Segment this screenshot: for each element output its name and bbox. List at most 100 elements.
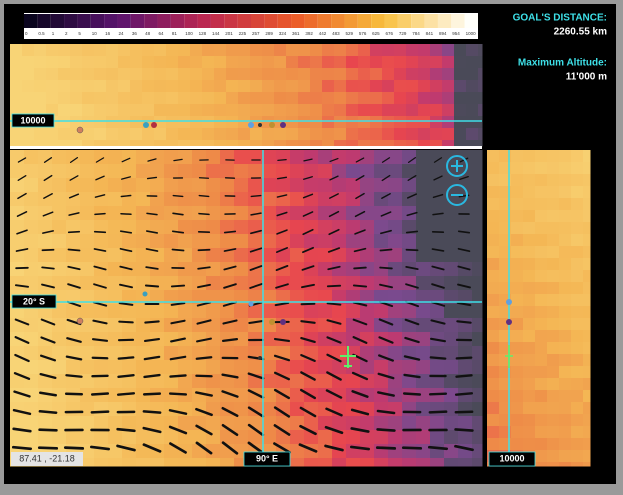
wind-arrow — [324, 425, 344, 435]
heat-cell — [487, 438, 500, 451]
wind-arrow — [42, 211, 54, 217]
heat-cell — [192, 290, 207, 305]
heat-cell — [360, 262, 375, 277]
heat-cell — [360, 192, 375, 207]
heat-cell — [22, 56, 35, 69]
heat-cell — [318, 402, 333, 417]
wind-arrow — [143, 337, 161, 343]
heat-cell — [166, 140, 179, 147]
marker — [506, 299, 512, 305]
heat-cell — [346, 248, 361, 263]
heat-cell — [52, 178, 67, 193]
heat-cell — [262, 104, 275, 117]
altitude-profile — [10, 44, 483, 147]
heat-cell — [202, 68, 215, 81]
heat-cell — [166, 128, 179, 141]
heat-cell — [298, 56, 311, 69]
heat-cell — [304, 276, 319, 291]
wind-arrow — [250, 212, 262, 216]
heat-cell — [118, 104, 131, 117]
heat-cell — [559, 306, 572, 319]
heat-cell — [220, 304, 235, 319]
heat-cell — [206, 248, 221, 263]
heat-cell — [388, 150, 403, 165]
heat-cell — [444, 220, 459, 235]
heat-cell — [262, 262, 277, 277]
heat-cell — [511, 426, 524, 439]
heat-cell — [332, 178, 347, 193]
heat-cell — [444, 458, 459, 467]
heat-cell — [150, 402, 165, 417]
heat-cell — [178, 248, 193, 263]
heat-cell — [458, 206, 473, 221]
heat-cell — [226, 56, 239, 69]
heat-cell — [10, 220, 25, 235]
wind-arrow — [40, 318, 56, 326]
wind-arrow — [432, 212, 444, 216]
heat-cell — [442, 68, 455, 81]
heat-cell — [382, 104, 395, 117]
heat-cell — [82, 116, 95, 129]
heat-cell — [66, 150, 81, 165]
heat-cell — [370, 140, 383, 147]
heat-cell — [262, 68, 275, 81]
colorbar-label: 24 — [118, 31, 124, 36]
marker — [76, 317, 84, 325]
heat-cell — [430, 220, 445, 235]
wind-arrow — [39, 372, 57, 380]
wind-arrow — [459, 175, 469, 181]
heat-cell — [108, 304, 123, 319]
heat-cell — [214, 80, 227, 93]
heat-cell — [511, 342, 524, 355]
heat-cell — [418, 80, 431, 93]
heat-cell — [511, 414, 524, 427]
heat-cell — [322, 140, 335, 147]
heat-cell — [136, 262, 151, 277]
heat-cell — [220, 276, 235, 291]
heat-cell — [571, 450, 584, 463]
heat-cell — [226, 104, 239, 117]
colorbar-swatch — [264, 14, 278, 28]
heat-cell — [234, 332, 249, 347]
heat-cell — [286, 80, 299, 93]
heat-cell — [234, 388, 249, 403]
heat-cell — [466, 104, 479, 117]
heat-cell — [318, 248, 333, 263]
heat-cell — [130, 44, 143, 57]
heat-cell — [430, 44, 443, 57]
heat-cell — [430, 402, 445, 417]
heat-cell — [122, 374, 137, 389]
heat-cell — [80, 234, 95, 249]
colorbar-label: 784 — [412, 31, 420, 36]
zoom-out[interactable] — [446, 184, 468, 206]
heat-cell — [535, 210, 548, 223]
wind-arrow — [454, 392, 474, 396]
heat-cell — [388, 388, 403, 403]
wind-arrow — [116, 392, 136, 396]
heat-cell — [164, 206, 179, 221]
heat-cell — [154, 116, 167, 129]
heat-cell — [154, 104, 167, 117]
heat-cell — [402, 374, 417, 389]
heat-cell — [472, 444, 483, 459]
heat-cell — [444, 444, 459, 459]
heat-cell — [150, 388, 165, 403]
heat-cell — [346, 416, 361, 431]
heat-cell — [402, 206, 417, 221]
heat-cell — [418, 68, 431, 81]
heat-cell — [346, 178, 361, 193]
wind-arrow — [302, 228, 314, 236]
heat-cell — [583, 390, 591, 403]
heat-cell — [547, 366, 560, 379]
wind-arrow — [355, 175, 365, 181]
heat-cell — [10, 276, 25, 291]
heat-cell — [583, 174, 591, 187]
colorbar-label: 36 — [132, 31, 138, 36]
wind-arrow — [92, 319, 108, 325]
heat-cell — [547, 438, 560, 451]
zoom-in[interactable] — [446, 155, 468, 177]
wind-arrow — [118, 320, 134, 324]
heat-cell — [130, 56, 143, 69]
heat-cell — [52, 332, 67, 347]
heat-cell — [150, 360, 165, 375]
